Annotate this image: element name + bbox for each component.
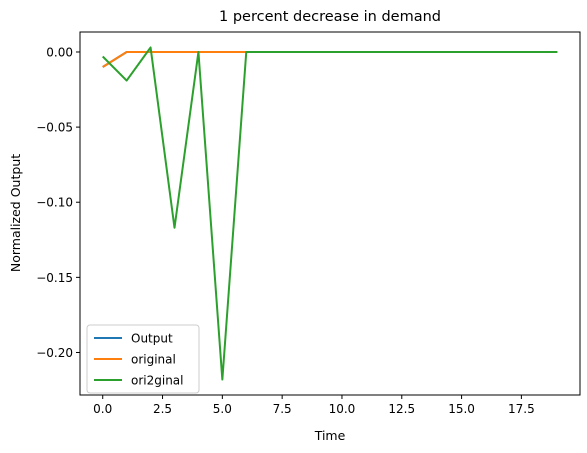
legend-label: Output xyxy=(131,332,173,346)
x-tick-label: 0.0 xyxy=(93,402,112,416)
y-tick-label: −0.10 xyxy=(36,196,73,210)
series-line-ori2ginal xyxy=(102,46,558,381)
y-tick-label: −0.15 xyxy=(36,271,73,285)
legend-label: ori2ginal xyxy=(131,374,184,388)
x-tick-label: 12.5 xyxy=(388,402,415,416)
chart-title: 1 percent decrease in demand xyxy=(219,9,441,25)
legend-box xyxy=(86,324,200,394)
x-tick-label: 15.0 xyxy=(448,402,475,416)
x-axis: 0.0 2.5 5.0 7.5 10.0 12.5 15.0 17.5 xyxy=(93,395,535,416)
series-layer xyxy=(102,46,558,381)
legend: Output original ori2ginal xyxy=(86,324,200,394)
y-tick-label: 0.00 xyxy=(46,45,73,59)
x-tick-label: 5.0 xyxy=(213,402,232,416)
y-axis-label: Normalized Output xyxy=(8,154,23,272)
x-tick-label: 10.0 xyxy=(329,402,356,416)
x-tick-label: 17.5 xyxy=(508,402,535,416)
x-axis-label: Time xyxy=(314,428,346,443)
y-axis: 0.00 −0.05 −0.10 −0.15 −0.20 xyxy=(36,45,80,360)
y-tick-label: −0.20 xyxy=(36,346,73,360)
y-tick-label: −0.05 xyxy=(36,121,73,135)
legend-label: original xyxy=(131,353,176,367)
x-tick-label: 2.5 xyxy=(153,402,172,416)
x-tick-label: 7.5 xyxy=(273,402,292,416)
